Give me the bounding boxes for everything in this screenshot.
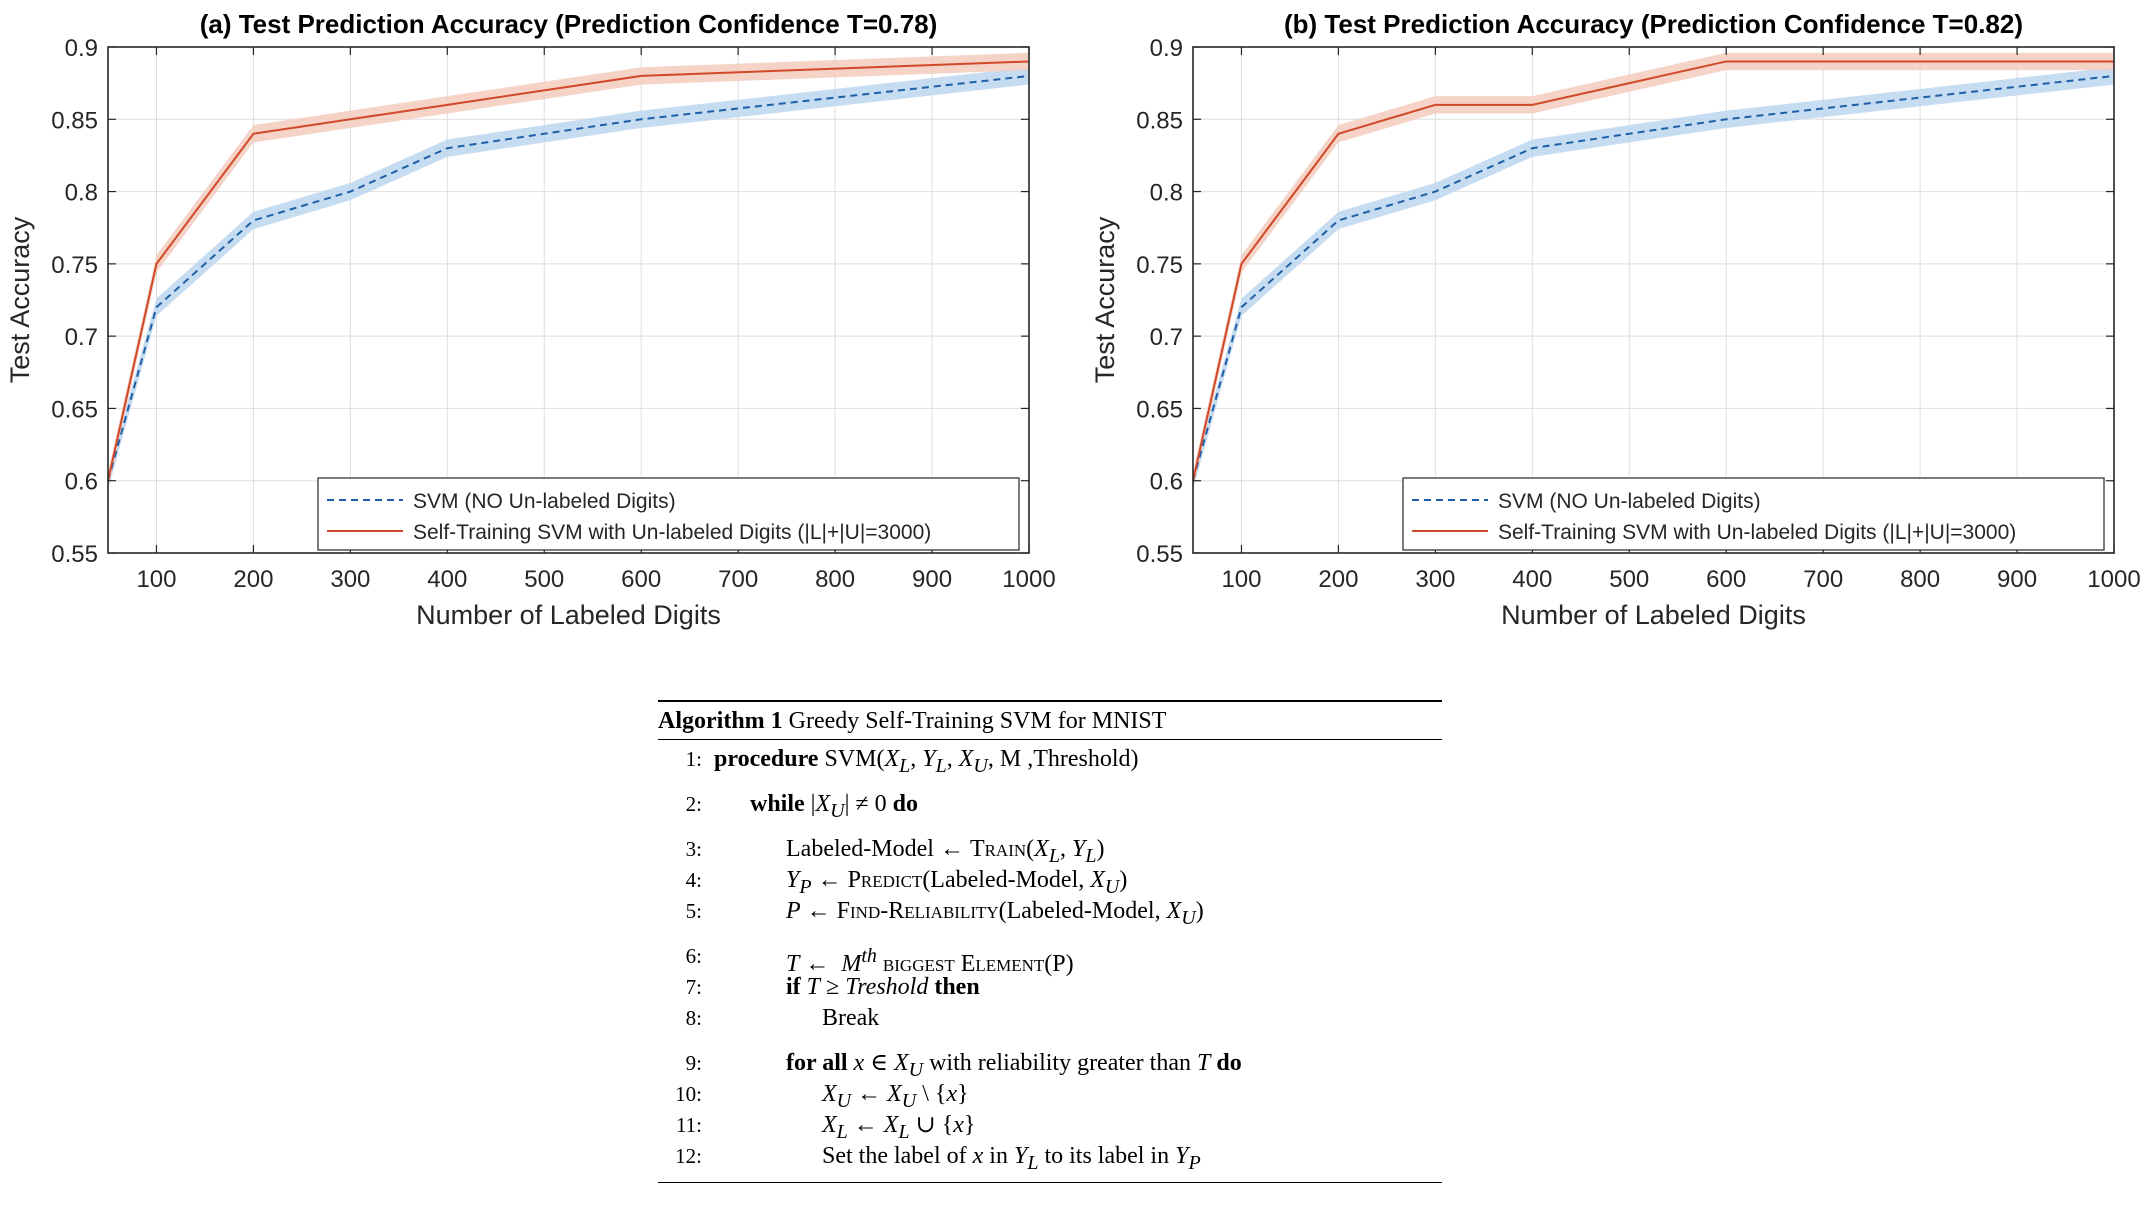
x-tick-label: 900: [1997, 566, 2037, 593]
chart-title: (b) Test Prediction Accuracy (Prediction…: [1284, 9, 2023, 39]
algorithm-caption-rule: [658, 739, 1442, 740]
y-tick-label: 0.55: [51, 541, 98, 568]
x-tick-label: 500: [524, 566, 564, 593]
series-line-2: [1192, 60, 2114, 481]
y-tick-label: 0.65: [51, 396, 98, 423]
algorithm-line-number: 2:: [685, 792, 702, 816]
algorithm-line: 8: Break: [658, 1003, 1442, 1034]
x-tick-label: 200: [233, 566, 273, 593]
algorithm-line-number: 6:: [685, 944, 702, 968]
algorithm-lines: 1: procedure SVM(XL, YL, XU, M ,Threshol…: [658, 740, 1442, 1182]
algorithm-line-number: 8:: [685, 1006, 702, 1030]
y-tick-label: 0.9: [65, 35, 98, 62]
y-tick-label: 0.75: [1136, 252, 1183, 279]
algorithm-bottom-rule: [658, 1182, 1442, 1183]
legend-box: [1402, 477, 2105, 551]
y-tick-label: 0.8: [1150, 180, 1183, 207]
charts-canvas: 100 200 300 400 500 600 700 800 900 1000 0.55 0.6 0.…: [5, 9, 2141, 630]
algorithm-line-number: 3:: [685, 837, 702, 861]
algorithm-line-text: Labeled-Model ← Train(XL, YL): [702, 836, 1105, 867]
algorithm-line-number: 10:: [675, 1082, 702, 1106]
algorithm-line-text: for all x ∈ XU with reliability greater …: [786, 1050, 1242, 1081]
algorithm-line-text: XU ← XU \ {x}: [822, 1081, 969, 1112]
x-tick-label: 200: [1318, 566, 1358, 593]
algorithm-line-number: 7:: [685, 975, 702, 999]
x-tick-label: 300: [1415, 566, 1455, 593]
algorithm-line: 12: Set the label of x in YL to its labe…: [658, 1141, 1442, 1174]
x-tick-label: 100: [1221, 566, 1261, 593]
series-line-1: [1192, 74, 2115, 481]
x-tick-label: 400: [1512, 566, 1552, 593]
x-tick-label: 700: [718, 566, 758, 593]
y-tick-label: 0.75: [51, 252, 98, 279]
series-line-1: [107, 74, 1030, 481]
chart-title: (a) Test Prediction Accuracy (Prediction…: [200, 9, 938, 39]
algorithm-line-text: T ← Mth biggest Element(P): [786, 945, 1074, 977]
x-tick-label: 800: [1900, 566, 1940, 593]
algorithm-line: 11: XL ← XL ∪ {x}: [658, 1110, 1442, 1143]
x-tick-label: 900: [912, 566, 952, 593]
y-tick-label: 0.7: [65, 324, 98, 351]
algorithm-line-text: if T ≥ Treshold then: [786, 974, 980, 1000]
legend-label-1: SVM (NO Un-labeled Digits): [1498, 490, 1761, 513]
algorithm-line: 3: Labeled-Model ← Train(XL, YL): [658, 834, 1442, 867]
algorithm-line: 4: YP ← Predict(Labeled-Model, XU): [658, 865, 1442, 898]
legend-label-2: Self-Training SVM with Un-labeled Digits…: [413, 521, 931, 544]
legend-label-1: SVM (NO Un-labeled Digits): [413, 490, 676, 513]
x-tick-label: 500: [1609, 566, 1649, 593]
series-line-2: [107, 60, 1030, 481]
algorithm-line: 2: while |XU| ≠ 0 do: [658, 789, 1442, 822]
axes-box: [107, 46, 1030, 554]
algorithm-box: Algorithm 1 Greedy Self-Training SVM for…: [658, 700, 1442, 1183]
algorithm-caption-title: Greedy Self-Training SVM for MNIST: [788, 708, 1167, 734]
algorithm-line-text: P ← Find-Reliability(Labeled-Model, XU): [786, 898, 1204, 929]
x-tick-label: 300: [330, 566, 370, 593]
algorithm-line: 1: procedure SVM(XL, YL, XU, M ,Threshol…: [658, 744, 1442, 777]
y-tick-label: 0.6: [1150, 469, 1183, 496]
x-tick-label: 400: [427, 566, 467, 593]
algorithm-line-text: XL ← XL ∪ {x}: [822, 1112, 976, 1143]
algorithm-line: 10: XU ← XU \ {x}: [658, 1079, 1442, 1112]
y-tick-label: 0.85: [1136, 107, 1183, 134]
x-tick-label: 800: [815, 566, 855, 593]
algorithm-line-number: 1:: [685, 747, 702, 771]
y-tick-label: 0.65: [1136, 396, 1183, 423]
x-tick-label: 600: [621, 566, 661, 593]
y-tick-label: 0.7: [1150, 324, 1183, 351]
algorithm-line-text: while |XU| ≠ 0 do: [750, 791, 918, 822]
algorithm-top-rule: [658, 700, 1442, 702]
algorithm-caption-label: Algorithm 1: [658, 708, 783, 734]
algorithm-line-text: YP ← Predict(Labeled-Model, XU): [786, 867, 1128, 898]
axes-box: [1192, 46, 2115, 554]
y-axis-label: Test Accuracy: [5, 216, 35, 383]
algorithm-line: 9: for all x ∈ XU with reliability great…: [658, 1048, 1442, 1081]
algorithm-line-number: 12:: [675, 1144, 702, 1168]
y-axis-label: Test Accuracy: [1090, 216, 1120, 383]
legend-box: [317, 477, 1020, 551]
legend-label-2: Self-Training SVM with Un-labeled Digits…: [1498, 521, 2016, 544]
algorithm-line-text: Break: [702, 1005, 880, 1031]
algorithm-line-number: 4:: [685, 868, 702, 892]
algorithm-line-number: 9:: [685, 1051, 702, 1075]
algorithm-line-text: procedure SVM(XL, YL, XU, M ,Threshold): [714, 746, 1139, 777]
y-tick-label: 0.8: [65, 180, 98, 207]
y-tick-label: 0.55: [1136, 541, 1183, 568]
x-axis-label: Number of Labeled Digits: [416, 600, 721, 630]
x-tick-label: 700: [1803, 566, 1843, 593]
y-tick-label: 0.85: [51, 107, 98, 134]
x-tick-label: 100: [136, 566, 176, 593]
algorithm-line: 7: if T ≥ Treshold then: [658, 972, 1442, 1003]
algorithm-line-number: 11:: [675, 1113, 702, 1137]
algorithm-line-text: Set the label of x in YL to its label in…: [702, 1143, 1201, 1174]
y-tick-label: 0.6: [65, 469, 98, 496]
x-tick-label: 1000: [1002, 566, 1055, 593]
algorithm-line: 6: T ← Mth biggest Element(P): [658, 941, 1442, 977]
algorithm-caption: Algorithm 1 Greedy Self-Training SVM for…: [658, 702, 1442, 739]
algorithm-line: 5: P ← Find-Reliability(Labeled-Model, X…: [658, 896, 1442, 929]
x-tick-label: 600: [1706, 566, 1746, 593]
x-axis-label: Number of Labeled Digits: [1501, 600, 1806, 630]
algorithm-line-number: 5:: [685, 899, 702, 923]
y-tick-label: 0.9: [1150, 35, 1183, 62]
x-tick-label: 1000: [2087, 566, 2140, 593]
